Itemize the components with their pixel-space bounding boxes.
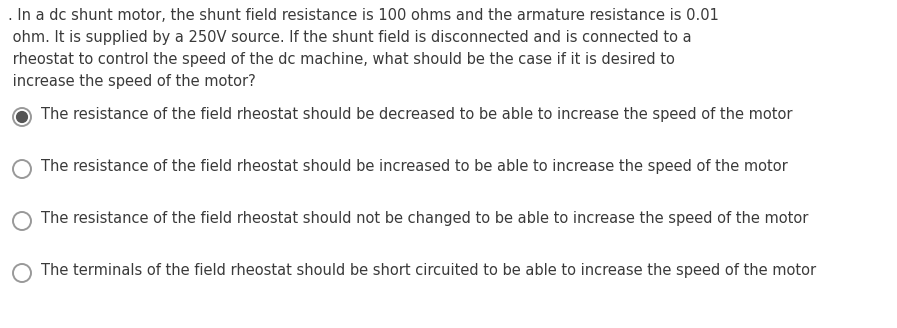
Circle shape bbox=[17, 112, 28, 122]
Text: The resistance of the field rheostat should be increased to be able to increase : The resistance of the field rheostat sho… bbox=[41, 158, 788, 174]
Text: increase the speed of the motor?: increase the speed of the motor? bbox=[8, 74, 256, 89]
Text: rheostat to control the speed of the dc machine, what should be the case if it i: rheostat to control the speed of the dc … bbox=[8, 52, 675, 67]
Text: The terminals of the field rheostat should be short circuited to be able to incr: The terminals of the field rheostat shou… bbox=[41, 262, 816, 277]
Text: ohm. It is supplied by a 250V source. If the shunt field is disconnected and is : ohm. It is supplied by a 250V source. If… bbox=[8, 30, 692, 45]
Text: The resistance of the field rheostat should be decreased to be able to increase : The resistance of the field rheostat sho… bbox=[41, 107, 793, 121]
Text: . In a dc shunt motor, the shunt field resistance is 100 ohms and the armature r: . In a dc shunt motor, the shunt field r… bbox=[8, 8, 718, 23]
Text: The resistance of the field rheostat should not be changed to be able to increas: The resistance of the field rheostat sho… bbox=[41, 211, 808, 226]
